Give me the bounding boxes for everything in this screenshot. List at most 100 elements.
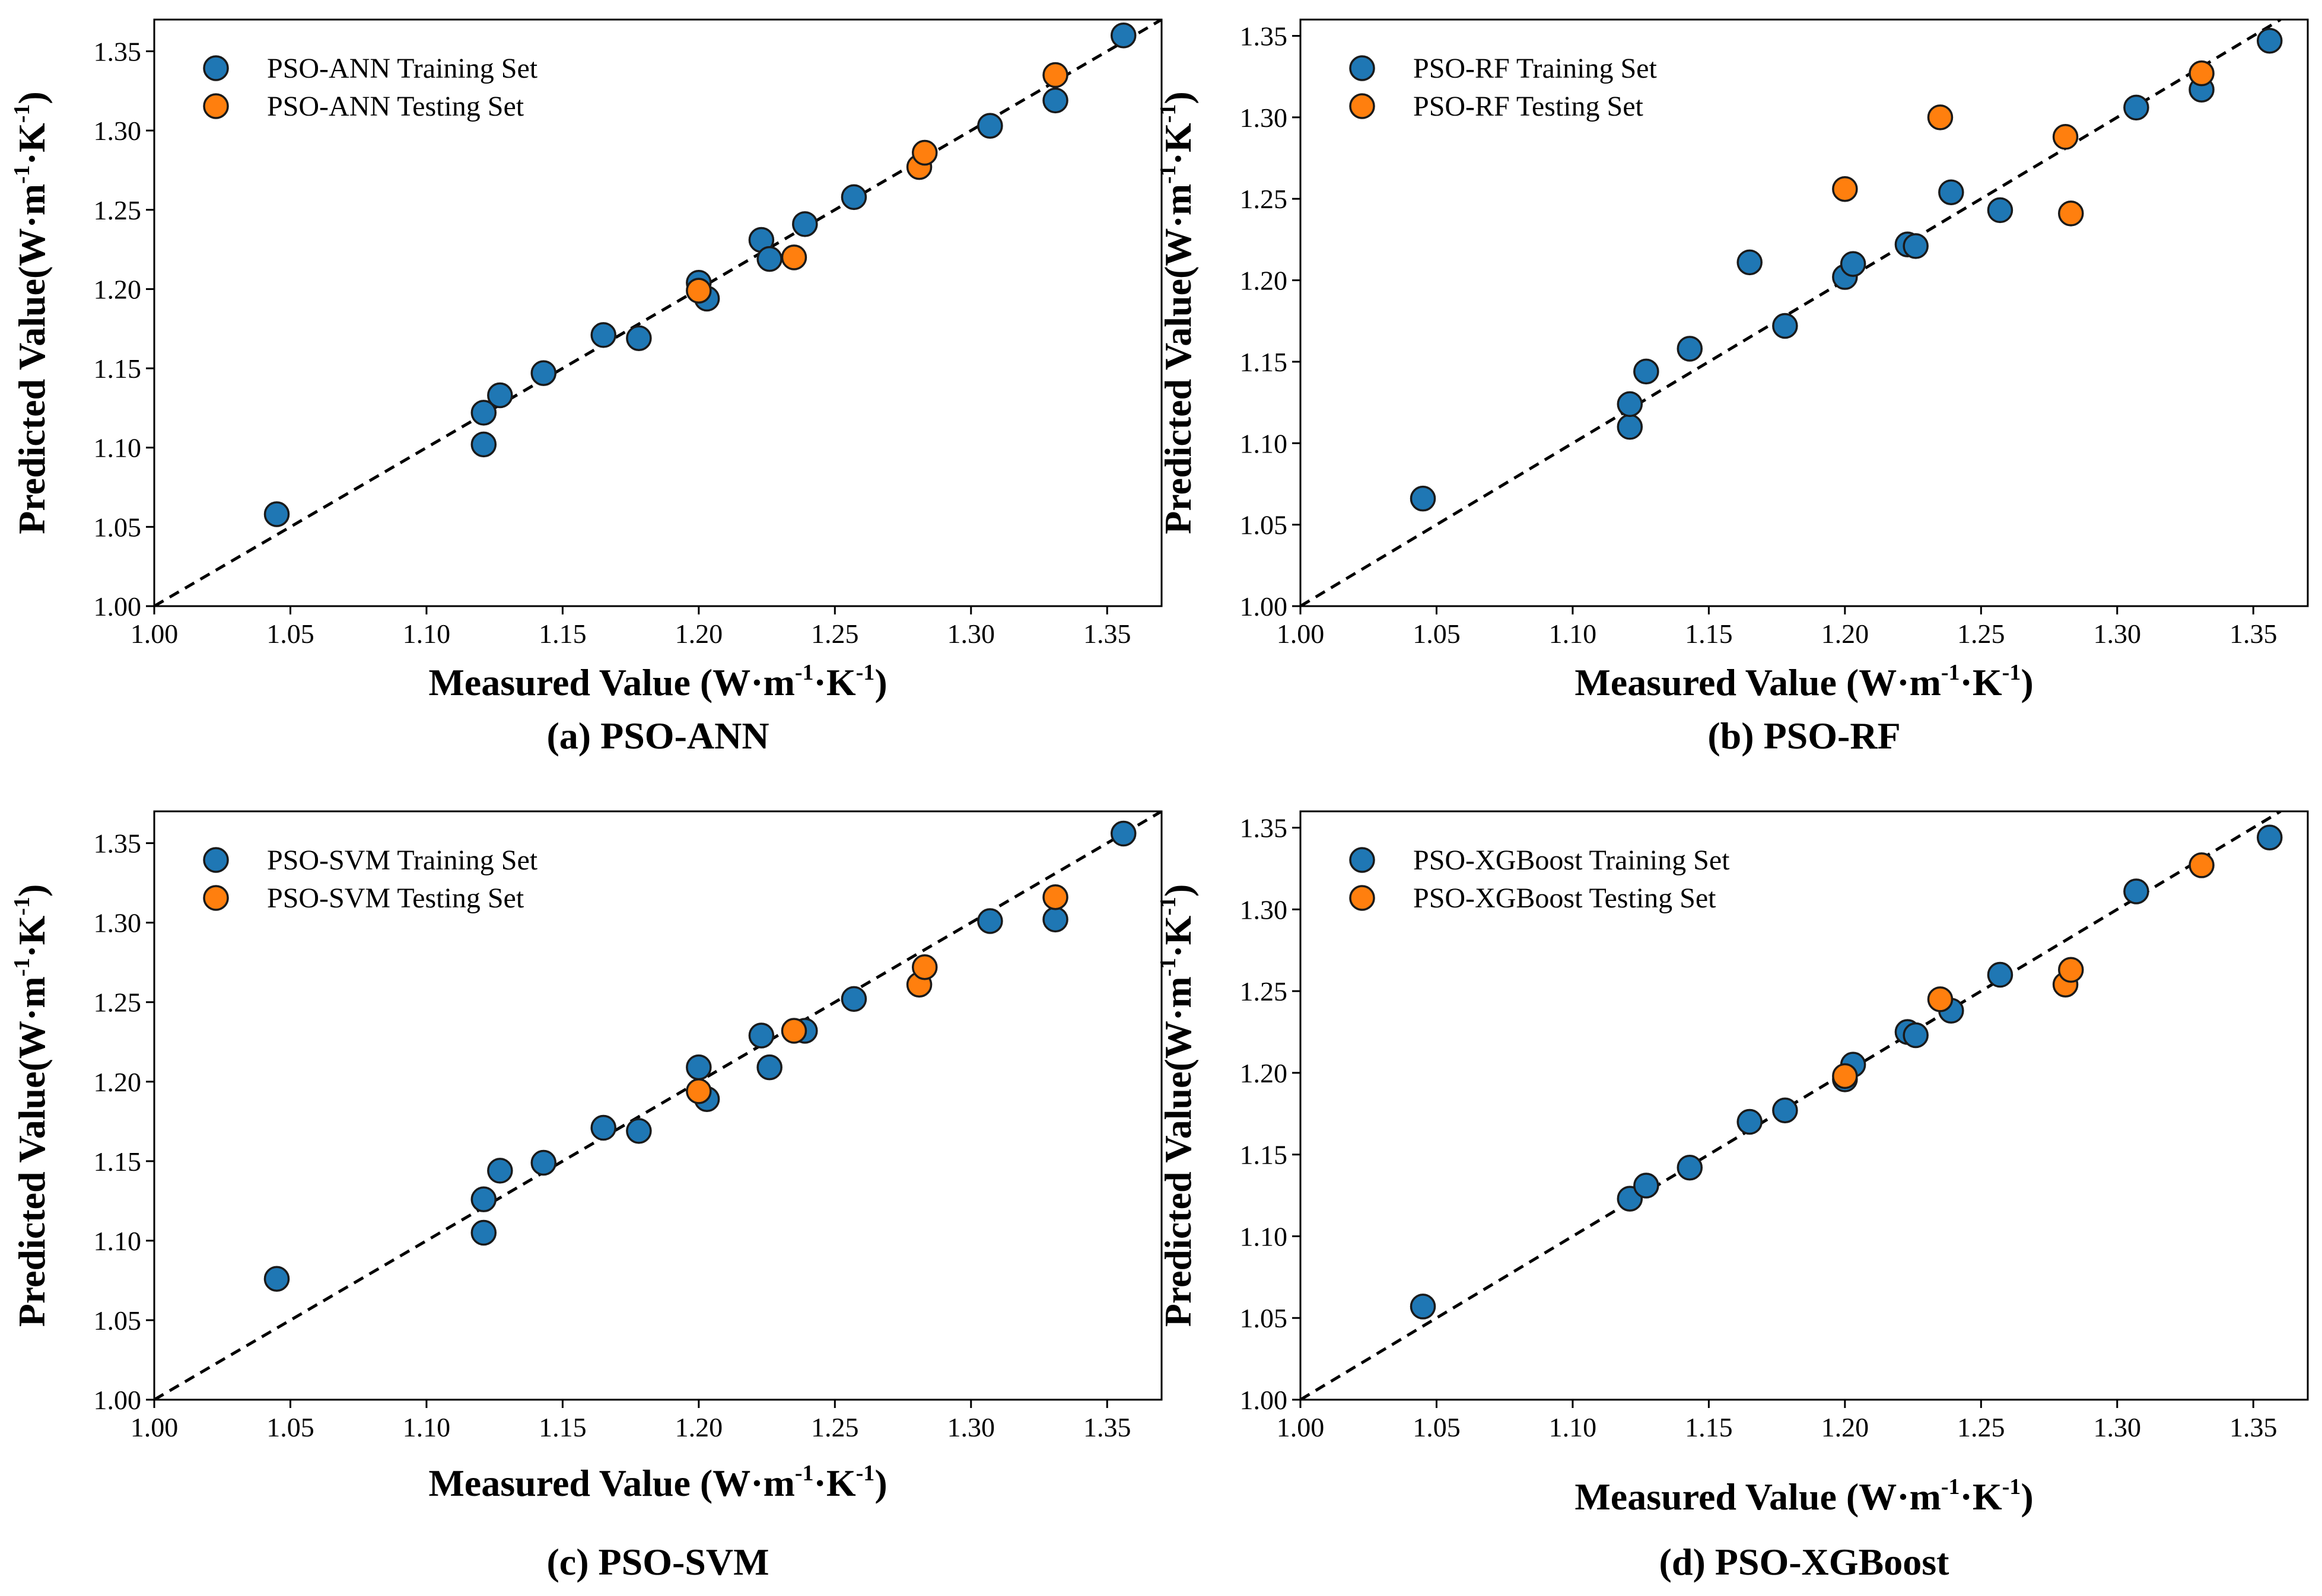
training-point: [1677, 336, 1703, 362]
x-axis-label-part: Measured Value (W·m: [1574, 661, 1941, 703]
training-point: [626, 325, 652, 352]
x-tick-label: 1.05: [1413, 619, 1461, 649]
y-tick-label: 1.25: [1240, 976, 1288, 1006]
training-point: [470, 400, 497, 426]
y-tick-label: 1.05: [1240, 510, 1288, 540]
training-point: [977, 113, 1003, 139]
y-axis-label-part: -1: [9, 104, 34, 123]
x-axis-label-part: -1: [795, 660, 814, 685]
training-point: [470, 431, 497, 458]
x-axis-label-part: -1: [856, 1461, 875, 1486]
y-tick-label: 1.20: [1240, 1058, 1288, 1088]
x-axis-label-part: -1: [2002, 660, 2021, 685]
y-axis-label-part: -1: [9, 897, 34, 916]
y-tick-label: 1.30: [1240, 103, 1288, 133]
x-tick-label: 1.10: [403, 1412, 451, 1442]
y-axis-label-part: Predicted Value(W·m: [1157, 184, 1199, 534]
training-point: [1617, 414, 1643, 440]
training-point: [1903, 1022, 1929, 1049]
y-tick-label: 1.30: [94, 908, 142, 938]
y-tick-label: 1.25: [94, 195, 142, 225]
x-tick-label: 1.30: [2094, 619, 2142, 649]
legend-label: PSO-RF Training Set: [1413, 53, 1657, 84]
panel-caption: (b) PSO-RF: [1707, 715, 1900, 757]
training-point: [1617, 391, 1643, 418]
x-axis-label-part: ·K: [814, 661, 856, 703]
y-tick-label: 1.35: [94, 36, 142, 66]
training-point: [1111, 22, 1137, 49]
training-point: [1772, 313, 1798, 339]
training-point: [841, 184, 867, 211]
testing-point: [781, 1018, 807, 1044]
training-point: [590, 1114, 616, 1141]
y-tick-label: 1.05: [94, 512, 142, 542]
x-tick-label: 1.00: [1277, 1412, 1325, 1442]
testing-point: [2189, 60, 2215, 87]
testing-point: [1832, 176, 1858, 202]
training-point: [841, 986, 867, 1012]
x-axis-label-part: -1: [2002, 1474, 2021, 1499]
panel-caption: (a) PSO-ANN: [546, 715, 769, 757]
x-tick-label: 1.10: [1549, 619, 1597, 649]
testing-point: [781, 244, 807, 270]
testing-point: [1927, 986, 1954, 1012]
x-tick-label: 1.00: [131, 1412, 179, 1442]
training-point: [470, 1219, 497, 1246]
x-tick-label: 1.15: [1685, 1412, 1733, 1442]
legend-label: PSO-XGBoost Testing Set: [1413, 883, 1716, 914]
legend-marker: [1349, 55, 1375, 81]
testing-point: [1832, 1063, 1858, 1090]
y-axis-label-part: ·K: [1157, 123, 1199, 165]
x-tick-label: 1.35: [2229, 1412, 2278, 1442]
training-point: [1633, 358, 1659, 385]
x-axis-label-part: ): [874, 1462, 887, 1504]
x-tick-label: 1.10: [403, 619, 451, 649]
x-tick-label: 1.05: [1413, 1412, 1461, 1442]
y-tick-label: 1.10: [94, 433, 142, 463]
legend-marker: [203, 885, 229, 911]
training-point: [530, 360, 557, 386]
x-tick-label: 1.30: [2094, 1412, 2142, 1442]
testing-point: [1927, 104, 1954, 130]
x-tick-label: 1.20: [675, 1412, 723, 1442]
training-point: [590, 322, 616, 348]
x-tick-label: 1.20: [1821, 619, 1869, 649]
testing-point: [911, 139, 938, 166]
x-tick-label: 1.05: [266, 1412, 314, 1442]
reference-line: [1300, 20, 2282, 606]
y-tick-label: 1.00: [94, 1385, 142, 1415]
training-point: [1840, 251, 1866, 277]
x-tick-label: 1.30: [947, 619, 995, 649]
x-tick-label: 1.25: [1957, 619, 2005, 649]
x-tick-label: 1.25: [811, 619, 859, 649]
training-point: [1736, 249, 1763, 276]
training-point: [2123, 94, 2149, 121]
x-axis-label: Measured Value (W·m-1·K-1): [428, 660, 887, 703]
y-axis-label-part: ): [1157, 884, 1199, 897]
training-point: [626, 1118, 652, 1144]
y-tick-label: 1.20: [94, 274, 142, 304]
x-axis-label-part: ·K: [814, 1462, 856, 1504]
panel-caption: (c) PSO-SVM: [546, 1541, 769, 1583]
x-tick-label: 1.25: [1957, 1412, 2005, 1442]
y-tick-label: 1.25: [94, 987, 142, 1018]
x-tick-label: 1.20: [675, 619, 723, 649]
training-point: [1772, 1097, 1798, 1124]
testing-point: [2052, 124, 2079, 150]
testing-point: [2057, 957, 2084, 983]
y-tick-label: 1.20: [94, 1067, 142, 1097]
testing-point: [1042, 62, 1068, 88]
legend-marker: [1349, 93, 1375, 119]
training-point: [2257, 824, 2283, 850]
plot-frame: [153, 18, 1163, 607]
training-point: [263, 1266, 290, 1292]
testing-point: [2057, 200, 2084, 227]
x-axis-label-part: ·K: [1960, 661, 2002, 703]
x-tick-label: 1.25: [811, 1412, 859, 1442]
y-axis-label-part: ·K: [11, 123, 53, 165]
y-axis-label-part: ): [11, 91, 53, 104]
legend-label: PSO-XGBoost Training Set: [1413, 845, 1730, 876]
y-axis-label-part: -1: [1156, 165, 1181, 184]
panel-caption: (d) PSO-XGBoost: [1659, 1541, 1950, 1583]
